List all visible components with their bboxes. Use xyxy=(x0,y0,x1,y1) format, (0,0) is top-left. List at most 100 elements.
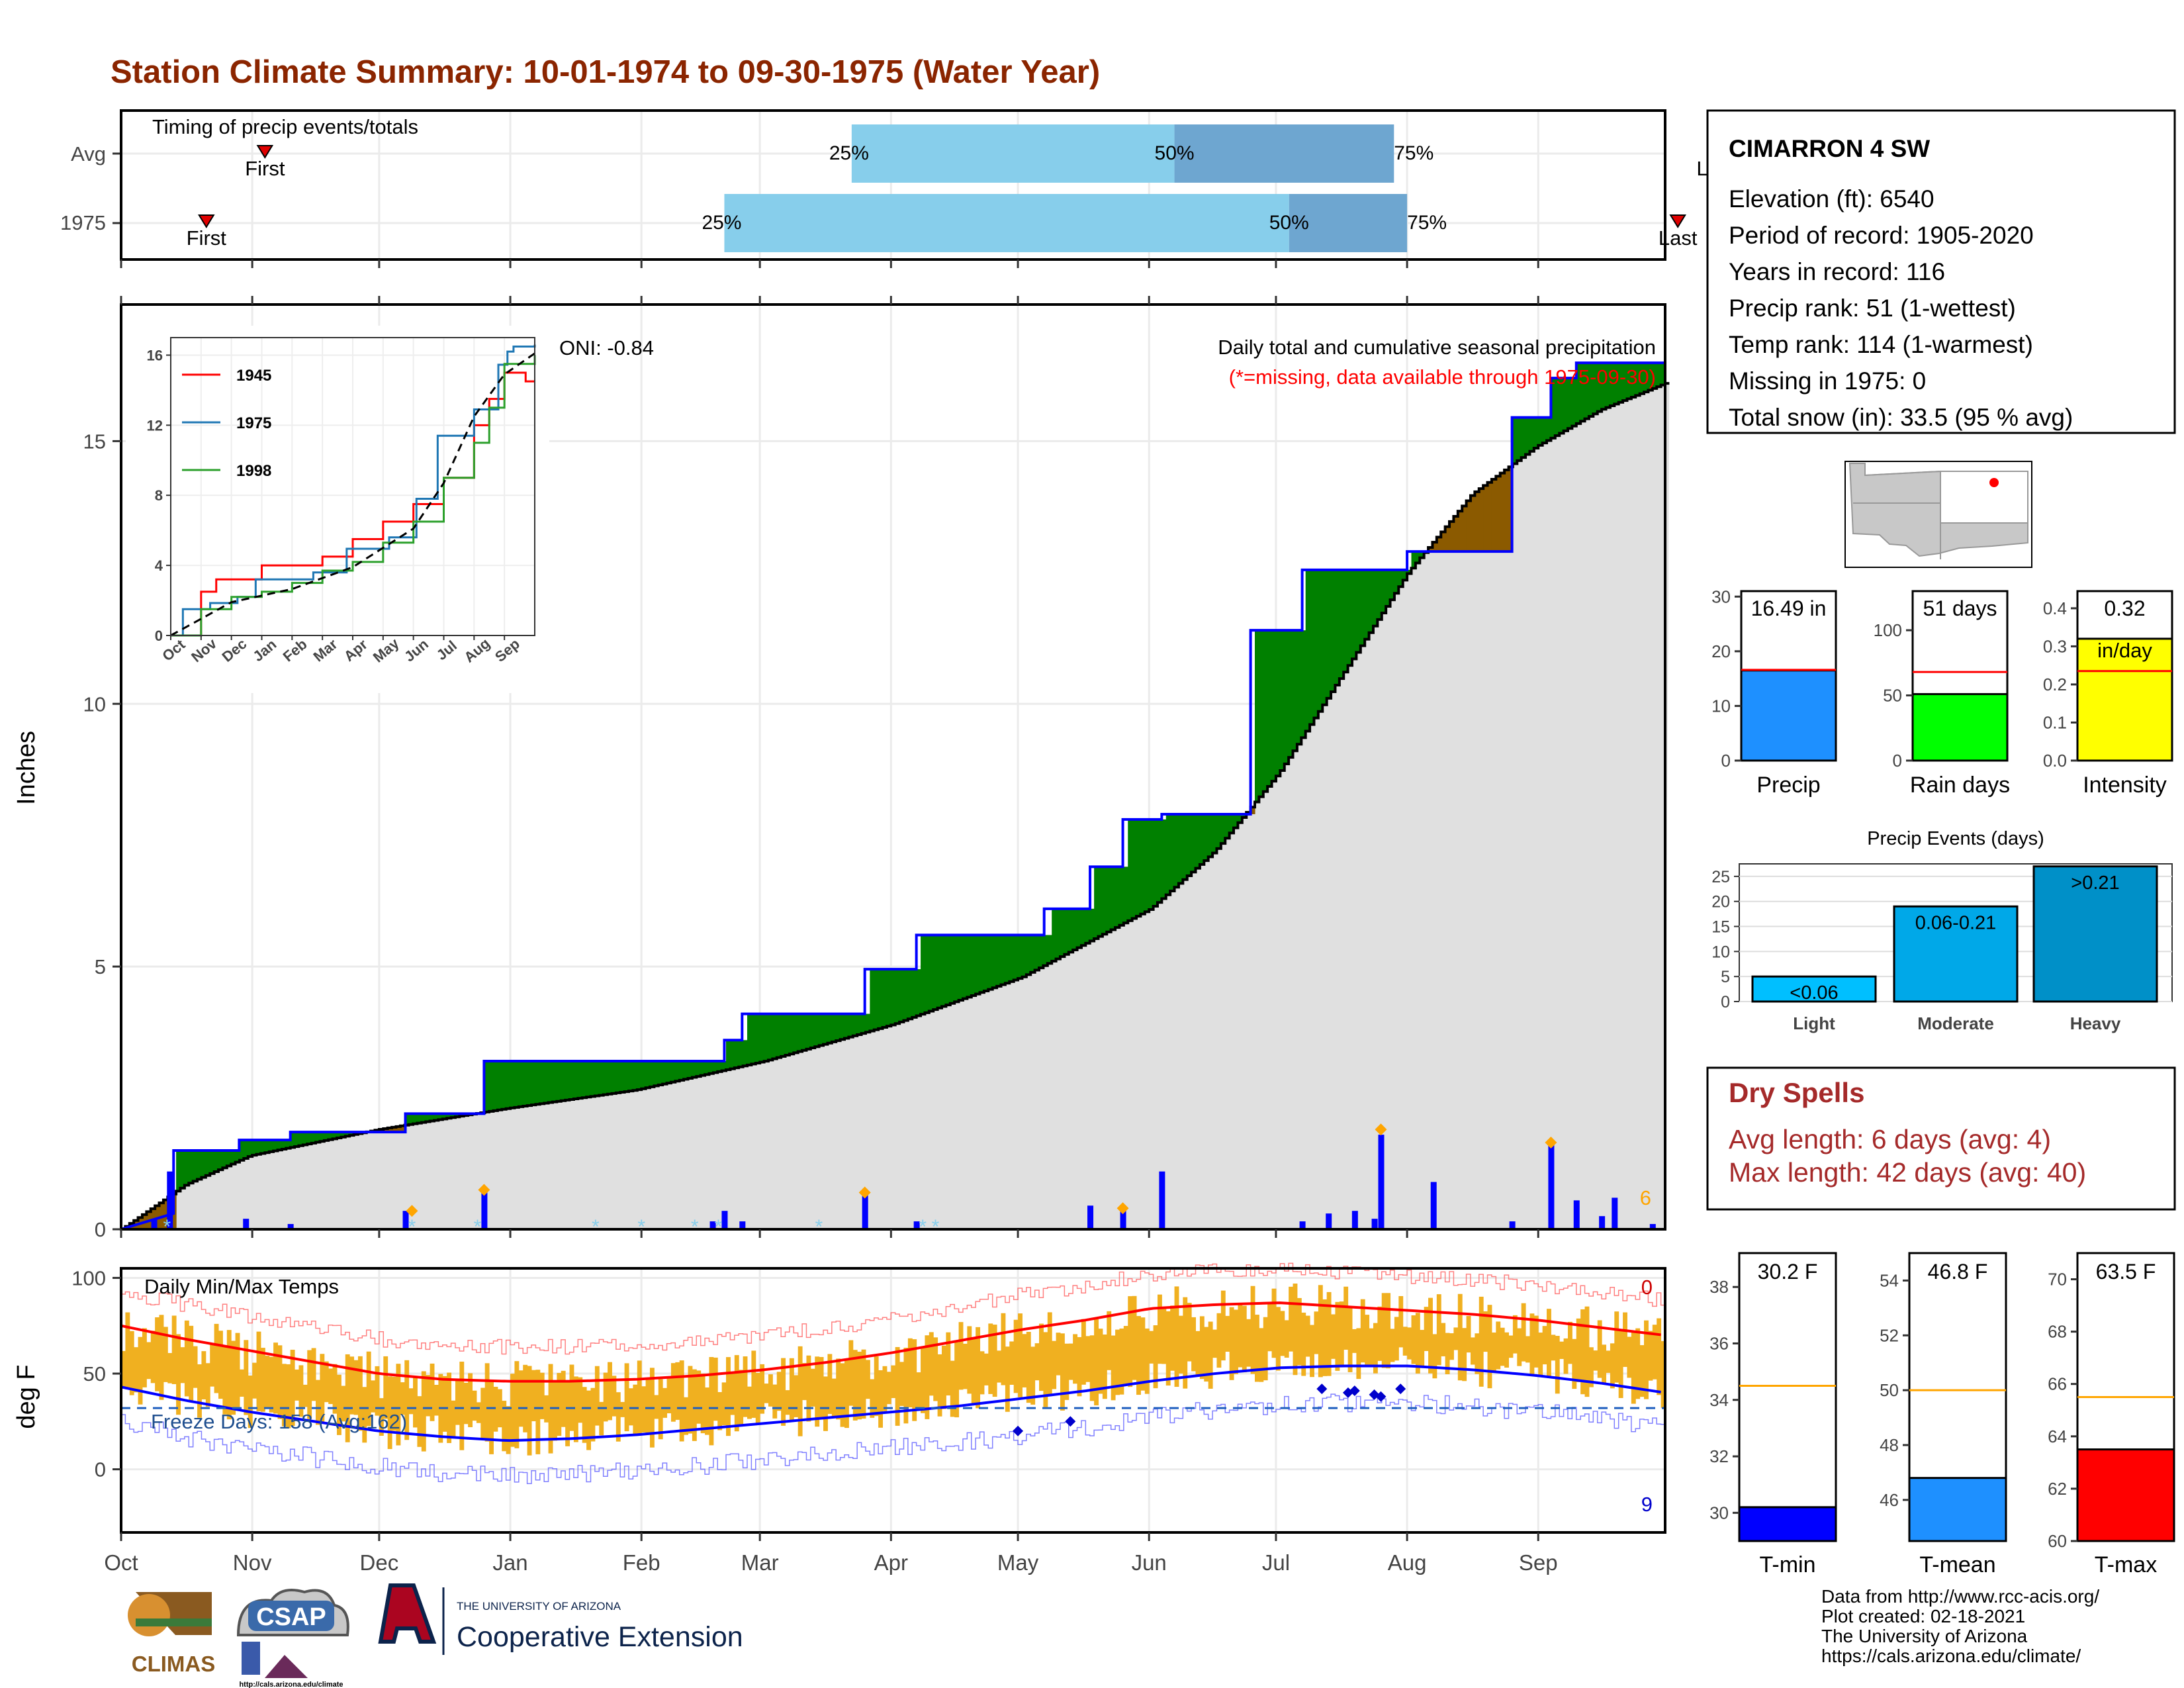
daily-temp-bar xyxy=(476,1402,481,1423)
temp-bar-ytick-label: 50 xyxy=(1880,1380,1899,1400)
daily-temp-bar xyxy=(586,1390,591,1450)
daily-temp-bar xyxy=(218,1331,223,1399)
daily-temp-bar xyxy=(967,1326,972,1394)
surplus-fill xyxy=(455,1113,460,1117)
daily-temp-bar xyxy=(1183,1297,1188,1389)
surplus-fill xyxy=(438,1113,443,1120)
daily-temp-bar xyxy=(612,1376,617,1417)
daily-temp-bar xyxy=(1089,1335,1095,1401)
daily-temp-bar xyxy=(1483,1311,1488,1352)
tmin-frame xyxy=(1738,1252,1837,1542)
surplus-fill xyxy=(608,1061,613,1094)
daily-precip-bar xyxy=(1351,1211,1358,1229)
temp-bar-ytick-label: 46 xyxy=(1880,1490,1899,1510)
daily-temp-bar xyxy=(958,1322,964,1390)
daily-temp-bar xyxy=(988,1323,993,1394)
deficit-fill xyxy=(1449,521,1455,552)
surplus-fill xyxy=(688,1061,693,1078)
daily-temp-bar xyxy=(730,1372,735,1415)
surplus-fill xyxy=(484,1061,490,1112)
daily-temp-bar xyxy=(1470,1337,1475,1365)
surplus-fill xyxy=(307,1132,312,1145)
intensity-value: 0.32 xyxy=(2104,596,2145,620)
summary-ytick-label: 0.3 xyxy=(2043,636,2067,656)
surplus-fill xyxy=(1533,417,1539,449)
surplus-fill xyxy=(590,1061,596,1097)
temp-bar-ytick-label: 62 xyxy=(2048,1479,2067,1499)
surplus-fill xyxy=(1529,417,1535,451)
daily-precip-bar xyxy=(1649,1224,1656,1229)
surplus-fill xyxy=(1331,569,1336,692)
daily-temp-bar xyxy=(1623,1312,1627,1367)
surplus-fill xyxy=(942,935,946,1007)
precip-ytick-label: 10 xyxy=(83,692,106,716)
location-map xyxy=(1844,461,2032,568)
surplus-fill xyxy=(1030,935,1036,972)
snow-day-marker: * xyxy=(932,1216,940,1238)
temp-ytick-label: 0 xyxy=(95,1458,106,1481)
daily-temp-bar xyxy=(700,1374,705,1434)
daily-temp-bar xyxy=(726,1357,731,1436)
surplus-fill xyxy=(810,1013,815,1049)
daily-temp-bar xyxy=(679,1360,684,1442)
inset-avg-line xyxy=(170,352,535,637)
deficit-fill xyxy=(379,1129,384,1133)
deficit-fill xyxy=(1250,807,1255,814)
snow-day-marker: * xyxy=(474,1216,482,1238)
daily-temp-bar xyxy=(1322,1299,1328,1376)
surplus-fill xyxy=(332,1132,338,1139)
surplus-fill xyxy=(586,1061,592,1098)
surplus-fill xyxy=(755,1013,760,1063)
daily-temp-bar xyxy=(290,1350,295,1427)
daily-temp-bar xyxy=(180,1347,185,1383)
daily-temp-bar xyxy=(1326,1291,1332,1376)
surplus-fill xyxy=(1018,935,1023,979)
daily-precip-bar xyxy=(1299,1221,1306,1229)
surplus-fill xyxy=(189,1150,194,1184)
surplus-fill xyxy=(836,1013,841,1041)
daily-temp-bar xyxy=(295,1369,299,1401)
temp-bar-ytick-label: 32 xyxy=(1709,1446,1729,1466)
daily-temp-bar xyxy=(379,1398,384,1436)
surplus-fill xyxy=(404,1113,410,1125)
daily-temp-bar xyxy=(1094,1319,1099,1406)
surplus-fill xyxy=(235,1150,240,1162)
daily-temp-bar xyxy=(1064,1343,1069,1400)
timing-bar-50-75 xyxy=(1289,194,1408,252)
daily-temp-bar xyxy=(840,1363,845,1427)
daily-temp-bar xyxy=(1275,1307,1281,1371)
inset-legend-label: 1975 xyxy=(236,414,271,432)
daily-temp-bar xyxy=(510,1374,515,1447)
month-label: Aug xyxy=(1388,1550,1427,1575)
surplus-fill xyxy=(1542,417,1547,444)
daily-temp-bar xyxy=(121,1350,126,1387)
surplus-fill xyxy=(692,1061,697,1078)
surplus-fill xyxy=(844,1013,849,1039)
timing-label-25: 25% xyxy=(702,212,741,234)
daily-temp-bar xyxy=(772,1384,778,1419)
surplus-fill xyxy=(1220,814,1226,844)
daily-temp-bar xyxy=(882,1366,887,1411)
daily-temp-bar xyxy=(1208,1321,1213,1389)
daily-temp-bar xyxy=(514,1361,520,1448)
daily-temp-bar xyxy=(201,1351,206,1399)
surplus-fill xyxy=(1234,814,1239,828)
daily-temp-bar xyxy=(1335,1301,1340,1371)
surplus-fill xyxy=(1001,935,1006,985)
surplus-fill xyxy=(1208,814,1213,857)
events-ytick-label: 15 xyxy=(1711,918,1730,937)
surplus-fill xyxy=(290,1132,295,1148)
daily-temp-bar xyxy=(962,1343,968,1389)
tmax-bar xyxy=(2076,1448,2175,1542)
daily-temp-bar xyxy=(637,1360,642,1434)
daily-temp-bar xyxy=(1331,1314,1336,1359)
daily-temp-bar xyxy=(1588,1347,1594,1387)
surplus-fill xyxy=(1073,908,1078,951)
daily-temp-bar xyxy=(578,1377,583,1423)
daily-temp-bar xyxy=(565,1381,570,1446)
surplus-fill xyxy=(281,1140,287,1149)
temp-bar-ytick-label: 68 xyxy=(2048,1322,2067,1342)
deficit-fill xyxy=(387,1127,392,1133)
daily-temp-bar xyxy=(155,1317,160,1391)
surplus-fill xyxy=(1267,630,1273,786)
